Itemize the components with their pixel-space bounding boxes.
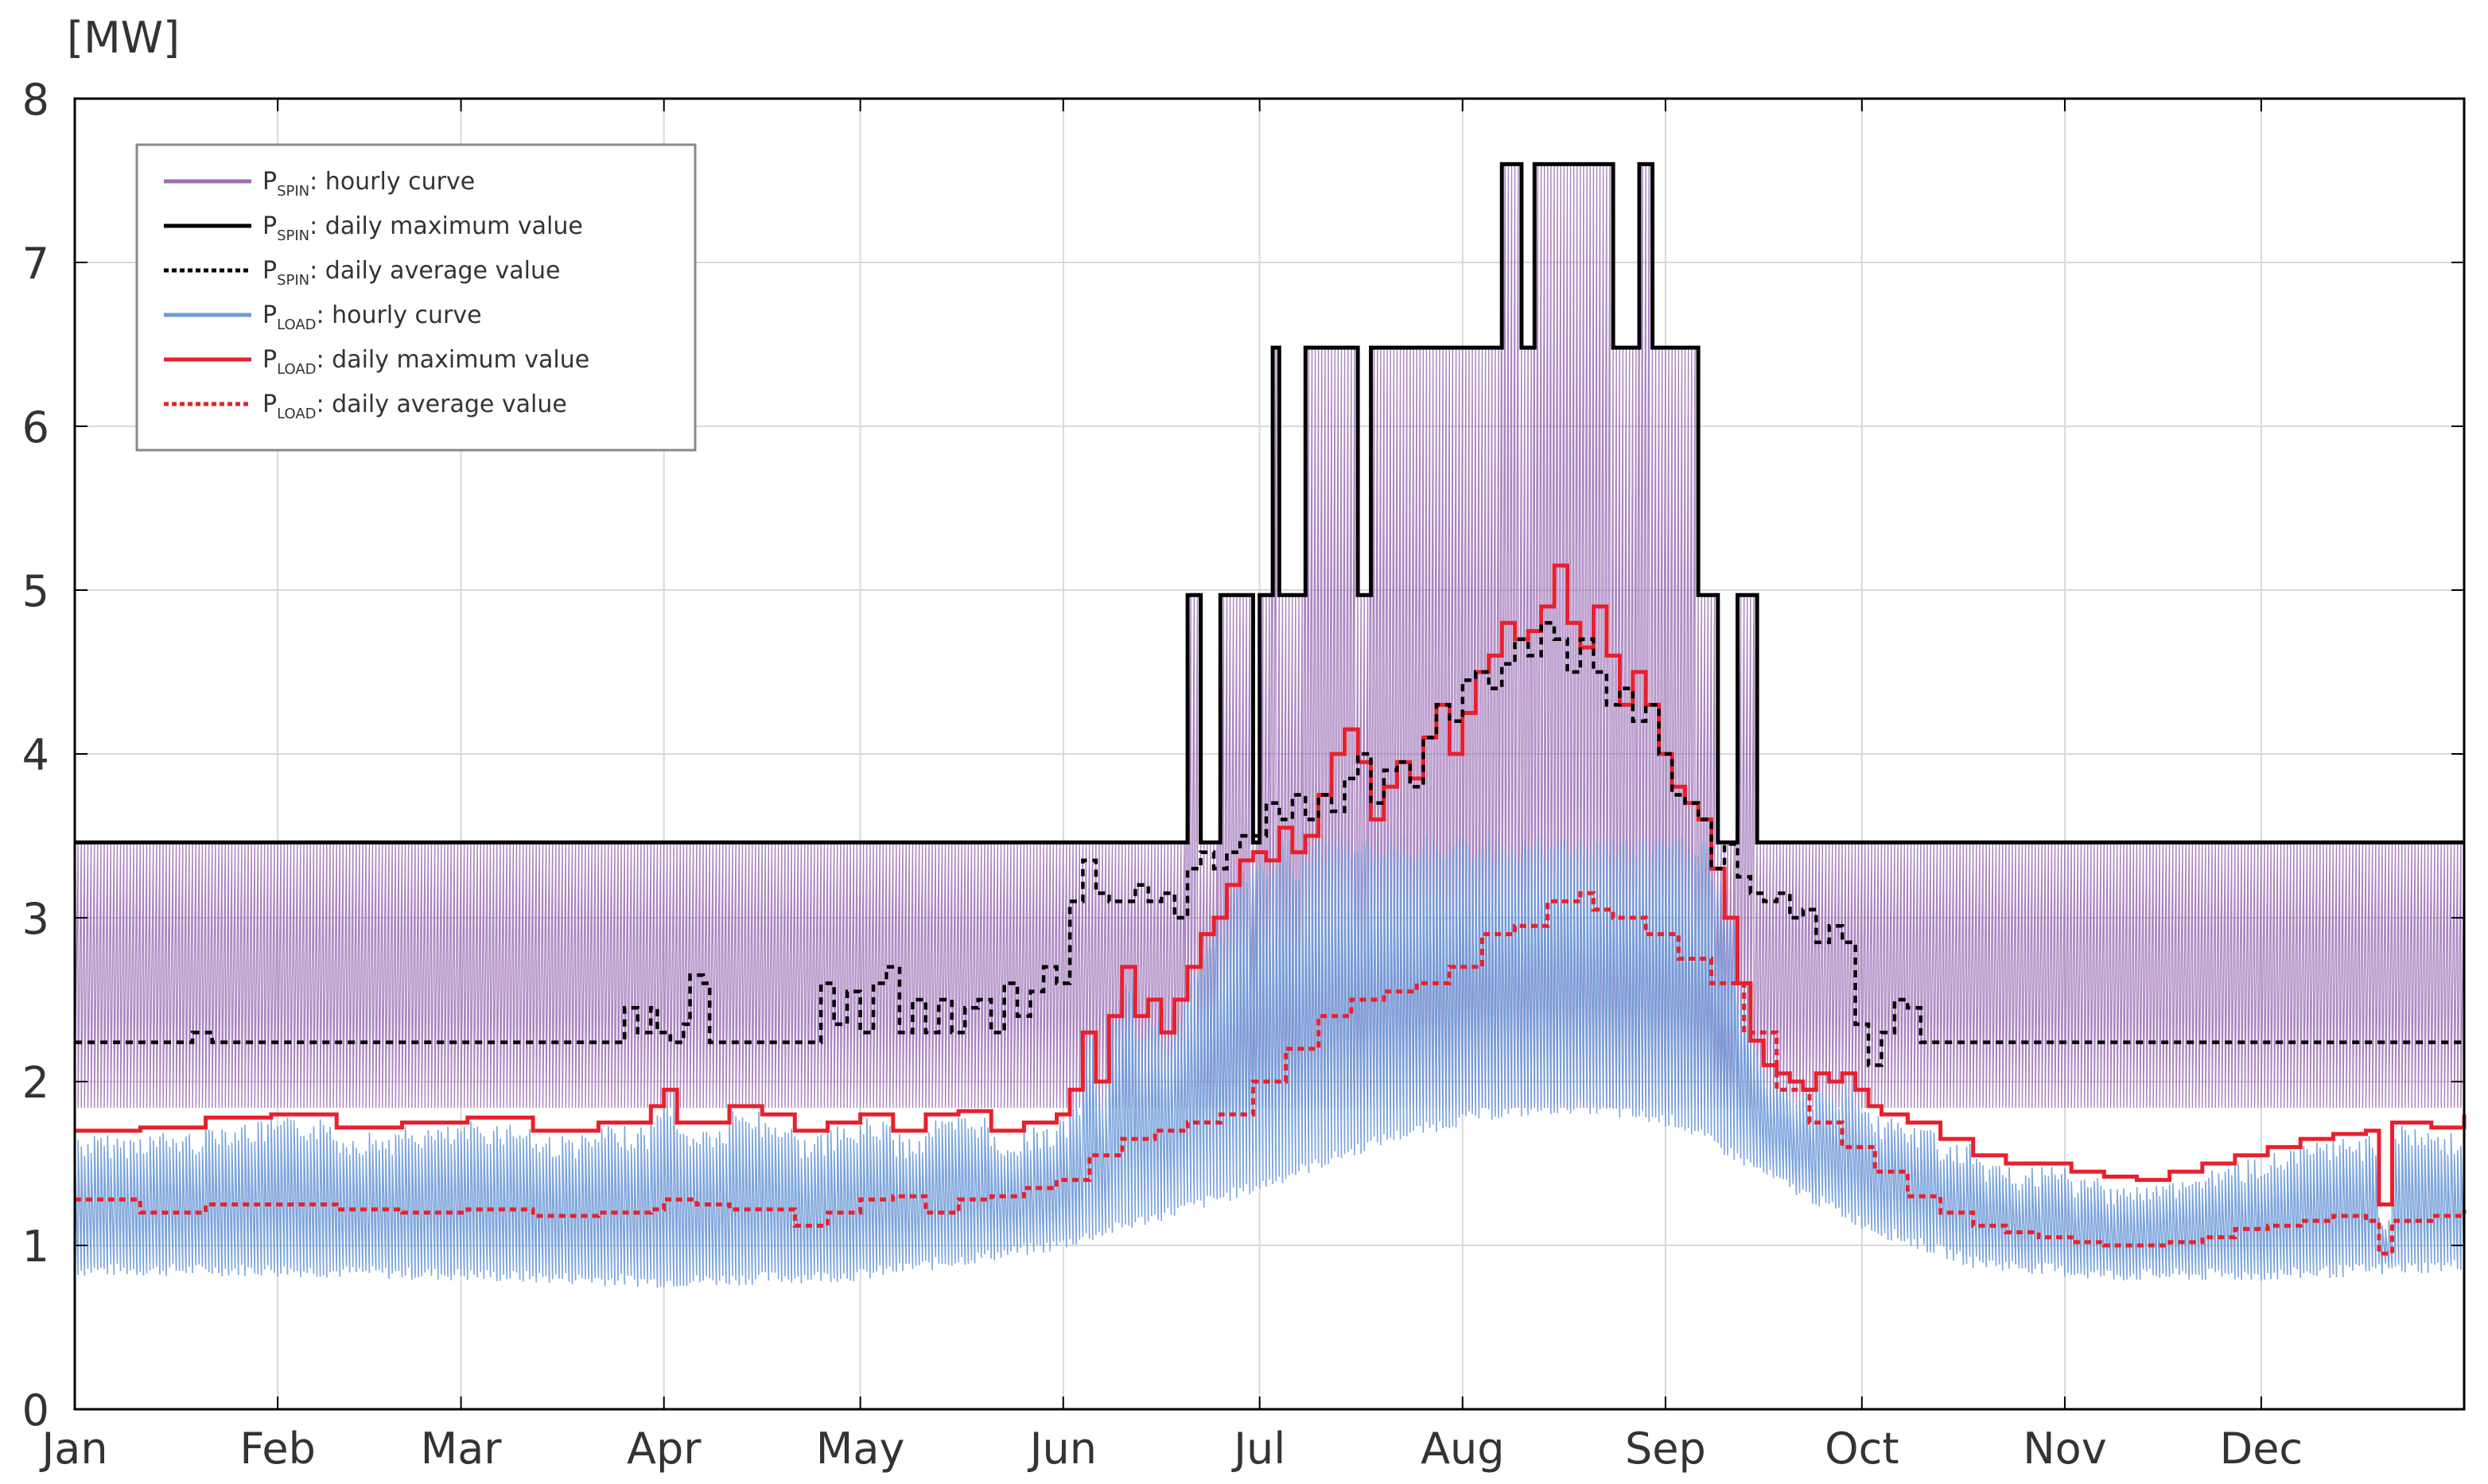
daily-value-series bbox=[75, 161, 2467, 1256]
y-tick-label: 1 bbox=[22, 1222, 49, 1272]
legend-subscript: LOAD bbox=[277, 406, 316, 422]
x-tick-label: Aug bbox=[1421, 1424, 1504, 1474]
legend-description: : daily maximum value bbox=[309, 212, 583, 240]
x-tick-label: Oct bbox=[1825, 1424, 1899, 1474]
load-daily-max-line bbox=[75, 563, 2467, 1206]
x-tick-label: Feb bbox=[239, 1424, 316, 1474]
legend-description: : hourly curve bbox=[317, 301, 482, 329]
legend-description: : daily average value bbox=[309, 257, 560, 285]
legend-symbol: P bbox=[262, 346, 277, 374]
legend-subscript: SPIN bbox=[277, 183, 309, 200]
x-tick-label: Mar bbox=[421, 1424, 503, 1474]
legend-symbol: P bbox=[262, 390, 277, 418]
x-tick-label: May bbox=[816, 1424, 905, 1474]
legend-subscript: SPIN bbox=[277, 227, 309, 244]
y-tick-label: 2 bbox=[22, 1058, 49, 1108]
legend-label: PLOAD: hourly curve bbox=[262, 301, 482, 333]
y-tick-label: 6 bbox=[22, 402, 49, 453]
legend-description: : daily maximum value bbox=[317, 346, 590, 374]
legend-symbol: P bbox=[262, 168, 277, 196]
legend-label: PSPIN: daily average value bbox=[262, 257, 560, 289]
legend-label: PSPIN: daily maximum value bbox=[262, 212, 583, 244]
load-hourly-series bbox=[74, 836, 2465, 1288]
x-tick-label: Jan bbox=[39, 1424, 107, 1474]
load-hourly-curve bbox=[74, 836, 2465, 1288]
spin-daily-max-line bbox=[75, 161, 2464, 845]
legend-box bbox=[135, 143, 697, 452]
legend-subscript: LOAD bbox=[277, 317, 316, 333]
legend-label: PSPIN: hourly curve bbox=[262, 168, 475, 200]
y-axis-unit-label: [MW] bbox=[67, 13, 180, 63]
legend-description: : hourly curve bbox=[309, 168, 475, 196]
y-tick-label: 5 bbox=[22, 566, 49, 616]
y-tick-label: 4 bbox=[22, 730, 49, 780]
legend-label: PLOAD: daily average value bbox=[262, 390, 567, 422]
legend-label: PLOAD: daily maximum value bbox=[262, 346, 589, 378]
legend-subscript: LOAD bbox=[277, 361, 316, 378]
x-tick-label: Jul bbox=[1231, 1424, 1285, 1474]
y-tick-label: 3 bbox=[22, 894, 49, 944]
y-tick-label: 0 bbox=[22, 1385, 49, 1435]
y-tick-label: 7 bbox=[22, 239, 49, 289]
axis-ticks: 0 1 2 3 4 5 6 7 8 Jan Feb Mar Apr May Jun Jul Aug Sep Oct N… bbox=[22, 75, 2464, 1474]
x-tick-label: Jun bbox=[1028, 1424, 1097, 1474]
load-daily-avg-line bbox=[75, 891, 2467, 1256]
legend-description: : daily average value bbox=[317, 390, 567, 418]
spin-daily-avg-line bbox=[75, 620, 2464, 1067]
x-tick-label: Dec bbox=[2220, 1424, 2303, 1474]
x-tick-label: Sep bbox=[1625, 1424, 1706, 1474]
legend-symbol: P bbox=[262, 212, 277, 240]
legend-subscript: SPIN bbox=[277, 272, 309, 289]
y-tick-label: 8 bbox=[22, 75, 49, 125]
x-tick-label: Apr bbox=[627, 1424, 702, 1474]
legend-symbol: P bbox=[262, 257, 277, 285]
x-tick-label: Nov bbox=[2023, 1424, 2106, 1474]
legend-symbol: P bbox=[262, 301, 277, 329]
